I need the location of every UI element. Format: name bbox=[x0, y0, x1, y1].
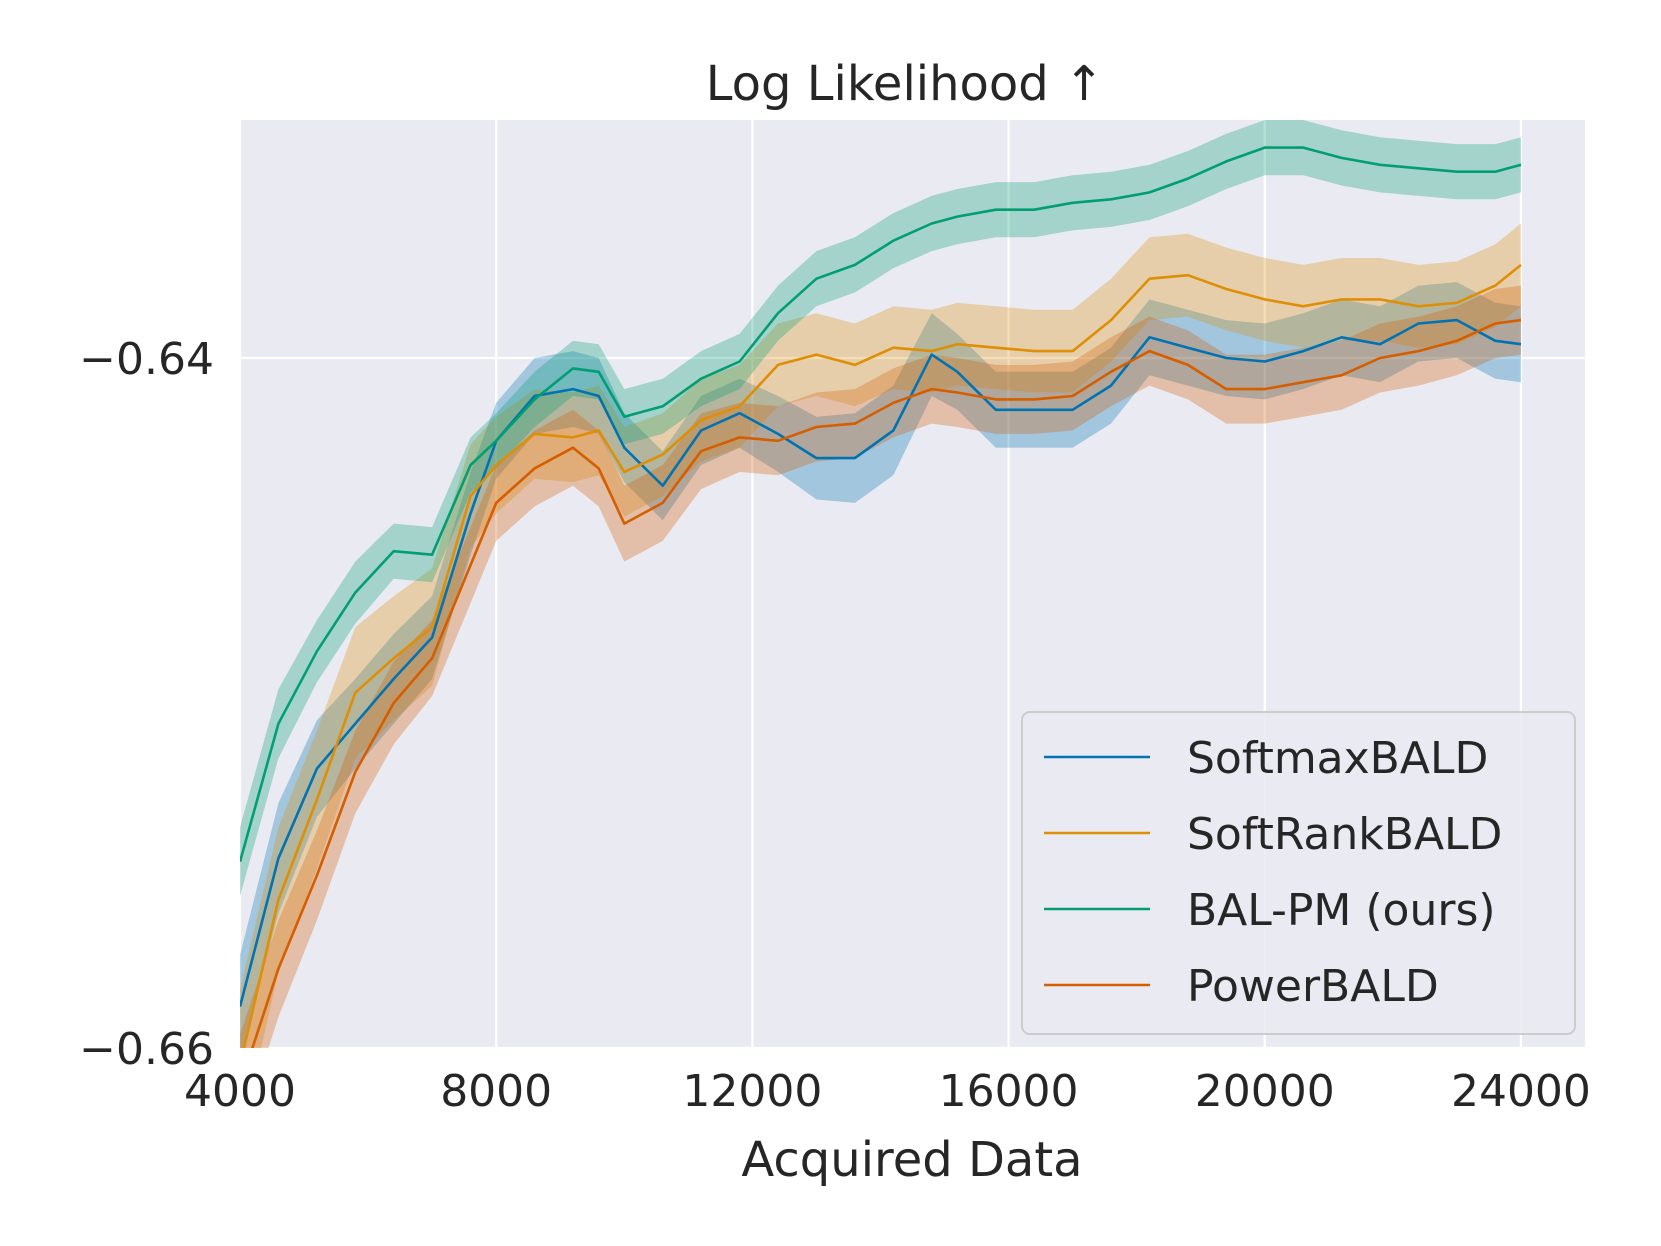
line-powerbald bbox=[251, 318, 1522, 1048]
legend-label-bal-pm-ours: BAL-PM (ours) bbox=[1187, 885, 1496, 936]
grid bbox=[238, 120, 1585, 1050]
x-axis-ticks: 4000 8000 12000 16000 20000 24000 bbox=[184, 1066, 1591, 1117]
legend-label-softrankbald: SoftRankBALD bbox=[1187, 809, 1502, 860]
x-tick-label-2: 12000 bbox=[682, 1066, 822, 1117]
x-tick-label-4: 20000 bbox=[1195, 1066, 1335, 1117]
y-tick-label-0: −0.66 bbox=[79, 1024, 214, 1075]
y-tick-label-1: −0.64 bbox=[79, 334, 214, 385]
x-tick-label-5: 24000 bbox=[1451, 1066, 1591, 1117]
y-axis-ticks: −0.66 −0.64 bbox=[79, 334, 214, 1075]
legend-frame bbox=[1021, 711, 1576, 1035]
band-powerbald bbox=[240, 285, 1521, 1048]
confidence-bands bbox=[240, 120, 1521, 1048]
band-softmaxbald bbox=[240, 282, 1521, 1048]
legend-label-softmaxbald: SoftmaxBALD bbox=[1187, 733, 1488, 784]
series-lines bbox=[240, 146, 1522, 1048]
legend: SoftmaxBALD SoftRankBALD BAL-PM (ours) Powe… bbox=[1021, 711, 1576, 1035]
line-softrankbald bbox=[242, 263, 1522, 1048]
x-tick-label-0: 4000 bbox=[184, 1066, 296, 1117]
x-tick-label-3: 16000 bbox=[939, 1066, 1079, 1117]
line-softmaxbald bbox=[240, 318, 1522, 1007]
x-axis-label: Acquired Data bbox=[741, 1132, 1082, 1188]
chart-title: Log Likelihood ↑ bbox=[706, 56, 1104, 112]
x-tick-label-1: 8000 bbox=[440, 1066, 552, 1117]
band-softrankbald bbox=[240, 223, 1521, 1048]
legend-label-powerbald: PowerBALD bbox=[1187, 961, 1439, 1012]
band-bal-pm-ours bbox=[240, 120, 1521, 897]
line-bal-pm-ours bbox=[240, 146, 1522, 863]
